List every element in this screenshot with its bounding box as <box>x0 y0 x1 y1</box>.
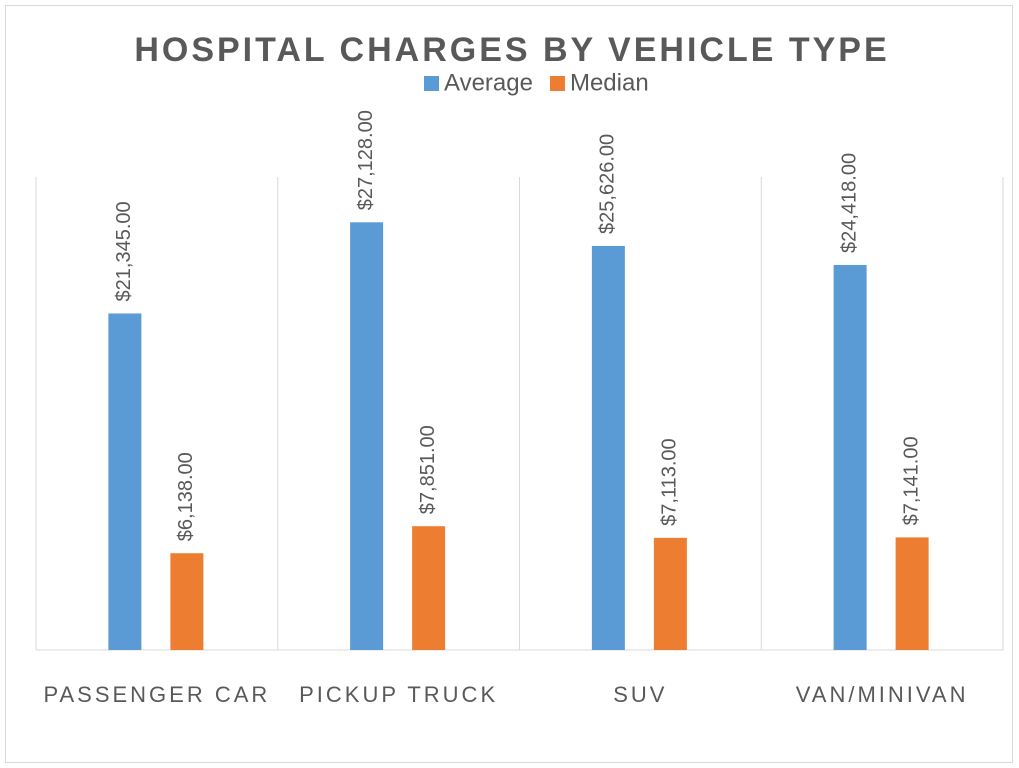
bar <box>412 526 446 650</box>
data-label: $7,113.00 <box>659 438 681 526</box>
legend-label: Average <box>444 69 533 96</box>
bar <box>108 313 142 650</box>
data-label: $24,418.00 <box>838 153 860 253</box>
x-tick-label: PICKUP TRUCK <box>299 682 499 707</box>
bar <box>833 265 867 650</box>
bar <box>895 537 929 650</box>
legend-swatch <box>424 76 439 91</box>
data-label: $6,138.00 <box>175 452 197 541</box>
x-tick-label: VAN/MINIVAN <box>795 682 969 707</box>
data-label: $7,141.00 <box>900 436 922 525</box>
x-tick-label: PASSENGER CAR <box>43 682 271 707</box>
bar <box>350 222 384 650</box>
x-tick-label: SUV <box>613 682 668 707</box>
data-label: $7,851.00 <box>417 425 439 514</box>
bar <box>591 245 625 651</box>
data-label: $21,345.00 <box>113 201 135 301</box>
bar <box>653 537 687 650</box>
data-label: $27,128.00 <box>355 110 377 210</box>
chart-title: HOSPITAL CHARGES BY VEHICLE TYPE <box>134 31 889 69</box>
legend-swatch <box>549 76 565 91</box>
data-label: $25,626.00 <box>597 134 619 234</box>
bar <box>170 553 204 650</box>
legend-label: Median <box>570 69 649 96</box>
